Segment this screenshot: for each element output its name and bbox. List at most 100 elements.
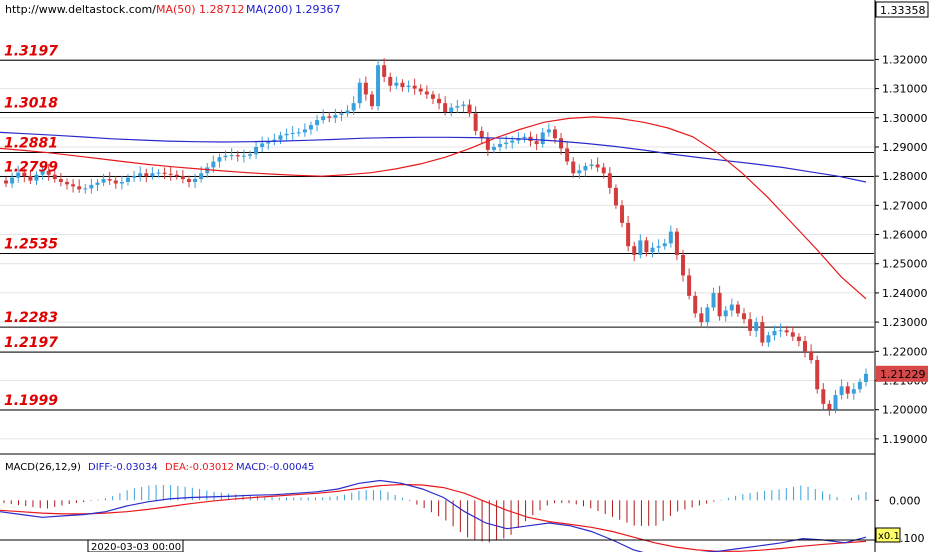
current-price-value: 1.21229	[880, 368, 926, 381]
price-tick-label: 1.19000	[882, 433, 928, 446]
candle-body	[290, 132, 295, 134]
candle-body	[845, 386, 850, 394]
candle-body	[632, 246, 637, 255]
candle-body	[479, 130, 484, 139]
candle-body	[705, 307, 710, 323]
zoom-box[interactable]	[875, 527, 901, 543]
level-label: 1.2197	[4, 335, 58, 351]
candle-body	[522, 136, 527, 139]
candle-body	[150, 173, 155, 177]
candle-body	[455, 106, 460, 108]
candle-body	[668, 231, 673, 244]
candle-body	[89, 184, 94, 189]
candle-body	[693, 295, 698, 314]
candle-body	[424, 91, 429, 95]
candle-body	[345, 110, 350, 114]
candle-body	[168, 173, 173, 175]
candle-body	[162, 172, 167, 174]
zoom-label[interactable]: x0.1	[878, 531, 900, 542]
macd-title: MACD(26,12,9)	[5, 462, 81, 473]
candle-body	[815, 360, 820, 390]
candle-body	[656, 246, 661, 248]
candle-body	[369, 94, 374, 107]
candle-body	[260, 143, 265, 147]
top-price-value: 1.33358	[880, 4, 926, 17]
candle-body	[357, 82, 362, 104]
candle-body	[620, 205, 625, 223]
candle-body	[205, 167, 210, 174]
candle-body	[308, 125, 313, 130]
candle-body	[613, 187, 618, 206]
candle-body	[790, 332, 795, 337]
candle-body	[254, 146, 259, 155]
price-tick-label: 1.24000	[882, 287, 928, 300]
candle-body	[107, 179, 112, 181]
candle-body	[296, 132, 301, 134]
level-label: 1.3018	[4, 96, 58, 112]
candle-body	[711, 292, 716, 308]
candle-body	[333, 114, 338, 118]
candle-body	[504, 142, 509, 145]
candle-body	[64, 182, 69, 185]
level-label: 1.1999	[4, 393, 58, 409]
candle-body	[510, 140, 515, 143]
candle-body	[485, 138, 490, 150]
candle-body	[217, 157, 222, 162]
candle-body	[461, 104, 466, 107]
candle-body	[534, 141, 539, 145]
candle-body	[821, 389, 826, 404]
level-label: 1.2283	[4, 310, 58, 326]
candle-body	[101, 179, 106, 183]
candle-body	[839, 386, 844, 396]
candle-body	[351, 103, 356, 111]
candle-body	[132, 176, 137, 178]
price-tick-label: 1.25000	[882, 258, 928, 271]
candle-body	[58, 179, 63, 182]
candle-body	[388, 76, 393, 86]
candle-body	[638, 240, 643, 255]
macd-dea: DEA:-0.03012	[165, 462, 234, 473]
candle-body	[394, 82, 399, 86]
candle-body	[729, 304, 734, 311]
macd-tick-label: 0.000	[889, 494, 921, 507]
candle-body	[113, 180, 118, 184]
candle-body	[449, 107, 454, 112]
price-tick-label: 1.30000	[882, 112, 928, 125]
candle-body	[174, 174, 179, 177]
candle-body	[400, 82, 405, 88]
candle-body	[229, 155, 234, 157]
candle-body	[803, 341, 808, 352]
candle-body	[662, 243, 667, 247]
candle-body	[28, 176, 33, 181]
level-label: 1.2535	[4, 237, 58, 253]
price-tick-label: 1.20000	[882, 404, 928, 417]
candle-body	[784, 330, 789, 333]
candle-body	[772, 330, 777, 336]
candle-body	[40, 170, 45, 175]
candle-body	[382, 65, 387, 77]
price-tick-label: 1.23000	[882, 316, 928, 329]
macd-value: MACD:-0.00045	[236, 462, 314, 473]
candle-body	[601, 167, 606, 174]
candle-body	[687, 275, 692, 296]
candle-body	[565, 148, 570, 162]
candle-body	[674, 231, 679, 255]
candle-body	[437, 98, 442, 104]
source-url[interactable]: http://www.deltastock.com/	[5, 3, 156, 16]
ma200-value: 1.29367	[295, 3, 341, 16]
candle-body	[95, 182, 100, 185]
candle-body	[376, 65, 381, 107]
candle-body	[754, 322, 759, 331]
ma50-value: 1.28712	[199, 3, 245, 16]
candle-body	[223, 155, 228, 158]
candle-body	[138, 173, 143, 177]
candle-body	[284, 133, 289, 136]
candle-body	[699, 313, 704, 323]
candle-body	[199, 173, 204, 180]
candle-body	[315, 120, 320, 126]
ma200-line	[0, 131, 867, 183]
candle-body	[77, 186, 82, 190]
support-resistance-levels	[0, 59, 874, 411]
